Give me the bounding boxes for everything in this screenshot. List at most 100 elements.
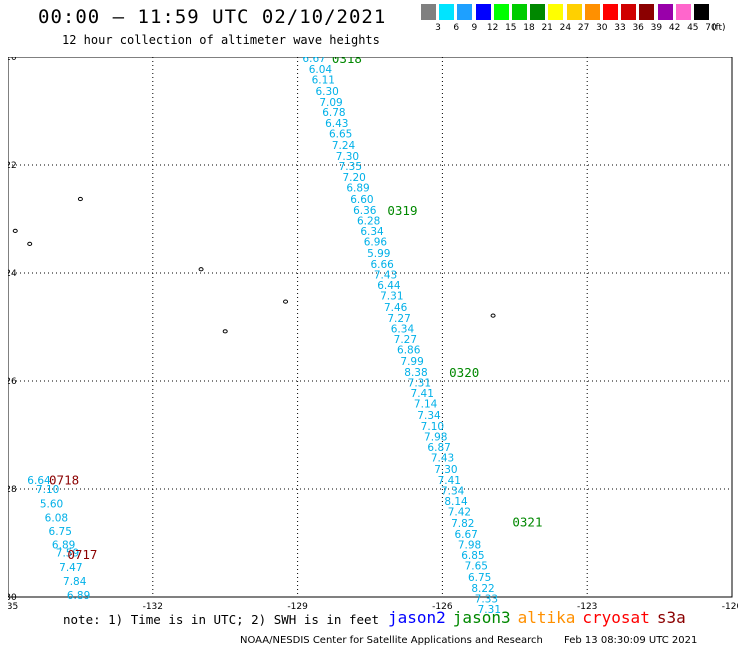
wave-height-value[interactable]: 7.99 bbox=[400, 356, 423, 368]
wave-height-value[interactable]: 7.10 bbox=[36, 484, 59, 496]
wave-height-value[interactable]: 7.10 bbox=[421, 421, 444, 433]
wave-height-value[interactable]: 6.34 bbox=[360, 226, 384, 238]
wave-height-value[interactable]: 7.43 bbox=[431, 453, 454, 465]
wave-height-value[interactable]: 6.28 bbox=[357, 216, 380, 228]
wave-height-value[interactable]: 7.46 bbox=[384, 302, 408, 314]
longitude-tick-label: -129 bbox=[287, 602, 308, 612]
colorbar-tick-label: 27 bbox=[577, 23, 590, 33]
wave-height-value[interactable]: 6.30 bbox=[315, 86, 338, 98]
wave-height-value[interactable]: 6.67 bbox=[302, 57, 325, 65]
colorbar-tick-label: 70 bbox=[705, 23, 717, 33]
colorbar-tick-label: 6 bbox=[453, 23, 460, 33]
wave-height-value[interactable]: 7.14 bbox=[414, 399, 438, 411]
footer: NOAA/NESDIS Center for Satellite Applica… bbox=[240, 635, 697, 646]
pass-time-label: 0318 bbox=[332, 57, 362, 66]
wave-height-value[interactable]: 7.34 bbox=[441, 486, 465, 498]
legend-item-altika: altika bbox=[517, 608, 576, 627]
longitude-tick-label: -126 bbox=[432, 602, 453, 612]
wave-height-value[interactable]: 7.24 bbox=[332, 140, 356, 152]
wave-height-value[interactable]: 6.89 bbox=[346, 183, 369, 195]
wave-height-value[interactable]: 6.75 bbox=[49, 526, 72, 538]
wave-height-value[interactable]: 7.30 bbox=[336, 151, 359, 163]
altimeter-map[interactable]: -135 -132 -129 -126 -123 -120 -20 -22 -24 -26 -28 -… bbox=[8, 57, 738, 617]
wave-height-value[interactable]: 7.27 bbox=[394, 334, 417, 346]
colorbar-tick-label: 39 bbox=[650, 23, 663, 33]
latitude-tick-label: -22 bbox=[8, 161, 17, 171]
pass-time-label: 0718 bbox=[49, 472, 79, 487]
colorbar-swatch bbox=[657, 4, 673, 20]
wave-height-value[interactable]: 6.86 bbox=[397, 345, 421, 357]
wave-height-value[interactable]: 8.14 bbox=[444, 496, 468, 508]
colorbar-swatch bbox=[621, 4, 637, 20]
wave-height-value[interactable]: 7.09 bbox=[319, 97, 342, 109]
wave-height-value[interactable]: 7.27 bbox=[387, 313, 410, 325]
longitude-tick-label: -123 bbox=[577, 602, 597, 612]
wave-height-value[interactable]: 6.66 bbox=[370, 259, 394, 271]
colorbar-tick-label: 3 bbox=[435, 23, 441, 33]
wave-height-value[interactable]: 6.96 bbox=[364, 237, 388, 249]
wave-height-value[interactable]: 7.31 bbox=[478, 604, 501, 616]
colorbar-tick-label: 18 bbox=[523, 23, 535, 33]
colorbar-tick-label: 33 bbox=[614, 23, 626, 33]
page-title: 00:00 – 11:59 UTC 02/10/2021 bbox=[38, 6, 387, 28]
wave-height-value[interactable]: 6.89 bbox=[52, 540, 75, 552]
satellite-legend: jason2 jason3 altika cryosat s3a bbox=[388, 608, 693, 627]
island-outline bbox=[27, 241, 33, 246]
latitude-tick-label: -24 bbox=[8, 269, 17, 279]
wave-height-value[interactable]: 8.38 bbox=[404, 367, 427, 379]
wave-height-value[interactable]: 7.82 bbox=[451, 518, 474, 530]
colorbar-swatch bbox=[457, 4, 473, 20]
wave-height-value[interactable]: 6.43 bbox=[325, 118, 348, 130]
island-outline bbox=[198, 267, 204, 272]
island-outline bbox=[283, 299, 289, 304]
colorbar-tick-label: 30 bbox=[596, 23, 608, 33]
wave-height-value[interactable]: 6.04 bbox=[309, 64, 333, 76]
footnote: note: 1) Time is in UTC; 2) SWH is in fe… bbox=[63, 612, 380, 627]
wave-height-value[interactable]: 7.31 bbox=[408, 378, 431, 390]
wave-height-value[interactable]: 6.60 bbox=[350, 194, 373, 206]
wave-height-value[interactable]: 7.42 bbox=[448, 507, 471, 519]
wave-height-value[interactable]: 6.11 bbox=[312, 75, 335, 87]
wave-height-value[interactable]: 7.35 bbox=[339, 161, 362, 173]
wave-height-value[interactable]: 6.65 bbox=[329, 129, 352, 141]
wave-height-value[interactable]: 6.08 bbox=[45, 513, 68, 525]
wave-height-value[interactable]: 5.99 bbox=[367, 248, 390, 260]
wave-height-value[interactable]: 6.44 bbox=[377, 280, 401, 292]
wave-height-value[interactable]: 7.65 bbox=[465, 561, 488, 573]
colorbar-swatch bbox=[475, 4, 491, 20]
colorbar-tick-label: 45 bbox=[687, 23, 699, 33]
wave-height-value[interactable]: 7.31 bbox=[380, 291, 403, 303]
wave-height-value[interactable]: 7.41 bbox=[411, 388, 434, 400]
latitude-tick-label: -30 bbox=[8, 593, 17, 603]
wave-height-value[interactable]: 6.75 bbox=[468, 572, 491, 584]
wave-height-value[interactable]: 6.87 bbox=[427, 442, 450, 454]
wave-height-value[interactable]: 7.98 bbox=[424, 432, 447, 444]
wave-height-value[interactable]: 6.34 bbox=[391, 324, 415, 336]
page-subtitle: 12 hour collection of altimeter wave hei… bbox=[62, 33, 380, 47]
island-outline bbox=[77, 196, 83, 202]
wave-height-value[interactable]: 7.98 bbox=[458, 540, 481, 552]
wave-height-value[interactable]: 6.64 bbox=[27, 475, 51, 487]
wave-height-value[interactable]: 7.43 bbox=[374, 270, 397, 282]
colorbar-tick-label: 21 bbox=[541, 23, 553, 33]
legend-item-jason2: jason2 bbox=[388, 608, 446, 627]
wave-height-value[interactable]: 7.34 bbox=[417, 410, 441, 422]
wave-height-value[interactable]: 6.89 bbox=[67, 590, 90, 602]
wave-height-value[interactable]: 6.78 bbox=[322, 107, 345, 119]
wave-height-value[interactable]: 7.33 bbox=[475, 594, 498, 606]
wave-height-value[interactable]: 5.60 bbox=[40, 499, 63, 511]
wave-height-value[interactable]: 6.36 bbox=[353, 205, 377, 217]
colorbar-swatch bbox=[694, 4, 709, 20]
legend-item-jason3: jason3 bbox=[452, 608, 511, 627]
wave-height-value[interactable]: 7.59 bbox=[56, 548, 79, 560]
wave-height-value[interactable]: 7.84 bbox=[63, 576, 87, 588]
wave-height-value[interactable]: 7.47 bbox=[59, 562, 82, 574]
wave-height-value[interactable]: 8.22 bbox=[471, 583, 494, 595]
wave-height-value[interactable]: 7.41 bbox=[438, 475, 461, 487]
wave-height-value[interactable]: 6.85 bbox=[461, 550, 484, 562]
wave-height-value[interactable]: 7.20 bbox=[342, 172, 365, 184]
wave-height-value[interactable]: 6.67 bbox=[454, 529, 477, 541]
colorbar-swatch bbox=[439, 4, 455, 20]
wave-height-value[interactable]: 7.30 bbox=[434, 464, 457, 476]
pass-time-label: 0320 bbox=[449, 365, 479, 380]
